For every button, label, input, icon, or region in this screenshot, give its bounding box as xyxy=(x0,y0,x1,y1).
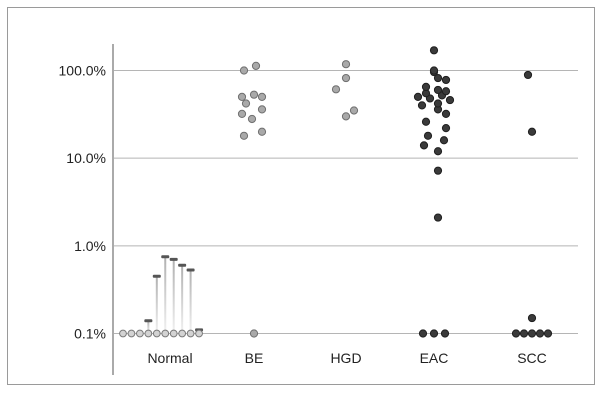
point-hgd xyxy=(341,60,351,69)
point-hgd xyxy=(349,106,359,115)
point-be xyxy=(239,66,249,75)
point-eac xyxy=(441,109,451,118)
point-eac xyxy=(413,92,423,101)
normal-point xyxy=(152,329,161,338)
y-tick-label-1: 1.0% xyxy=(74,238,106,254)
x-tick-label-scc: SCC xyxy=(517,350,547,366)
point-eac xyxy=(433,85,443,95)
point-scc xyxy=(519,329,529,338)
point-be xyxy=(251,61,261,70)
x-tick-label-hgd: HGD xyxy=(330,350,361,366)
normal-stem-cap xyxy=(161,255,170,259)
normal-point xyxy=(136,329,144,338)
point-be xyxy=(257,92,267,101)
normal-point xyxy=(186,329,195,338)
point-scc xyxy=(523,70,533,80)
point-scc xyxy=(527,127,537,136)
point-eac xyxy=(421,82,431,92)
point-be xyxy=(249,329,259,338)
point-be xyxy=(239,131,249,140)
normal-point xyxy=(195,329,203,338)
x-tick-label-be: BE xyxy=(245,350,264,366)
point-eac xyxy=(429,66,439,75)
point-be xyxy=(257,127,267,136)
y-tick-label-2: 10.0% xyxy=(66,150,106,166)
normal-stem xyxy=(155,276,158,334)
normal-point xyxy=(161,329,170,338)
normal-stem-cap xyxy=(169,257,178,261)
y-tick-label-0: 0.1% xyxy=(74,326,106,342)
normal-stem-cap xyxy=(144,319,153,323)
point-hgd xyxy=(341,112,351,121)
normal-point xyxy=(119,329,127,338)
point-eac xyxy=(441,75,451,85)
point-eac xyxy=(429,46,439,55)
point-scc xyxy=(543,329,553,338)
normal-stem-cap xyxy=(152,274,161,278)
point-eac xyxy=(433,73,443,83)
point-eac xyxy=(433,166,443,175)
point-eac xyxy=(441,124,451,133)
point-eac xyxy=(433,213,443,222)
normal-stem xyxy=(181,265,184,334)
point-eac xyxy=(421,117,431,126)
point-eac xyxy=(441,87,451,96)
point-hgd xyxy=(341,73,351,83)
normal-point xyxy=(144,329,153,338)
normal-stem xyxy=(172,259,175,334)
normal-point xyxy=(169,329,178,338)
point-eac xyxy=(418,329,428,338)
point-be xyxy=(237,109,247,118)
point-eac xyxy=(439,136,449,145)
normal-stem-cap xyxy=(186,268,195,272)
point-be xyxy=(247,114,257,124)
point-be xyxy=(241,99,251,108)
point-eac xyxy=(433,99,443,108)
point-eac xyxy=(445,95,455,105)
y-tick-label-3: 100.0% xyxy=(59,63,106,79)
point-eac xyxy=(429,329,439,338)
normal-stem xyxy=(189,270,192,334)
x-tick-label-normal: Normal xyxy=(147,350,192,366)
point-scc xyxy=(527,329,537,338)
point-scc xyxy=(535,329,545,338)
normal-stem-cap xyxy=(178,263,187,267)
point-hgd xyxy=(331,85,341,94)
point-eac xyxy=(433,147,443,156)
normal-point xyxy=(127,329,136,338)
point-scc xyxy=(527,313,537,323)
normal-stem xyxy=(164,256,167,334)
x-tick-label-eac: EAC xyxy=(420,350,449,366)
point-be xyxy=(237,92,247,101)
point-scc xyxy=(511,329,521,338)
point-be xyxy=(257,105,267,114)
normal-point xyxy=(178,329,187,338)
point-be xyxy=(249,90,259,99)
point-eac xyxy=(419,141,429,150)
point-eac xyxy=(417,101,427,110)
point-eac xyxy=(423,131,433,140)
point-eac xyxy=(440,329,450,338)
normal-stem xyxy=(147,320,150,334)
